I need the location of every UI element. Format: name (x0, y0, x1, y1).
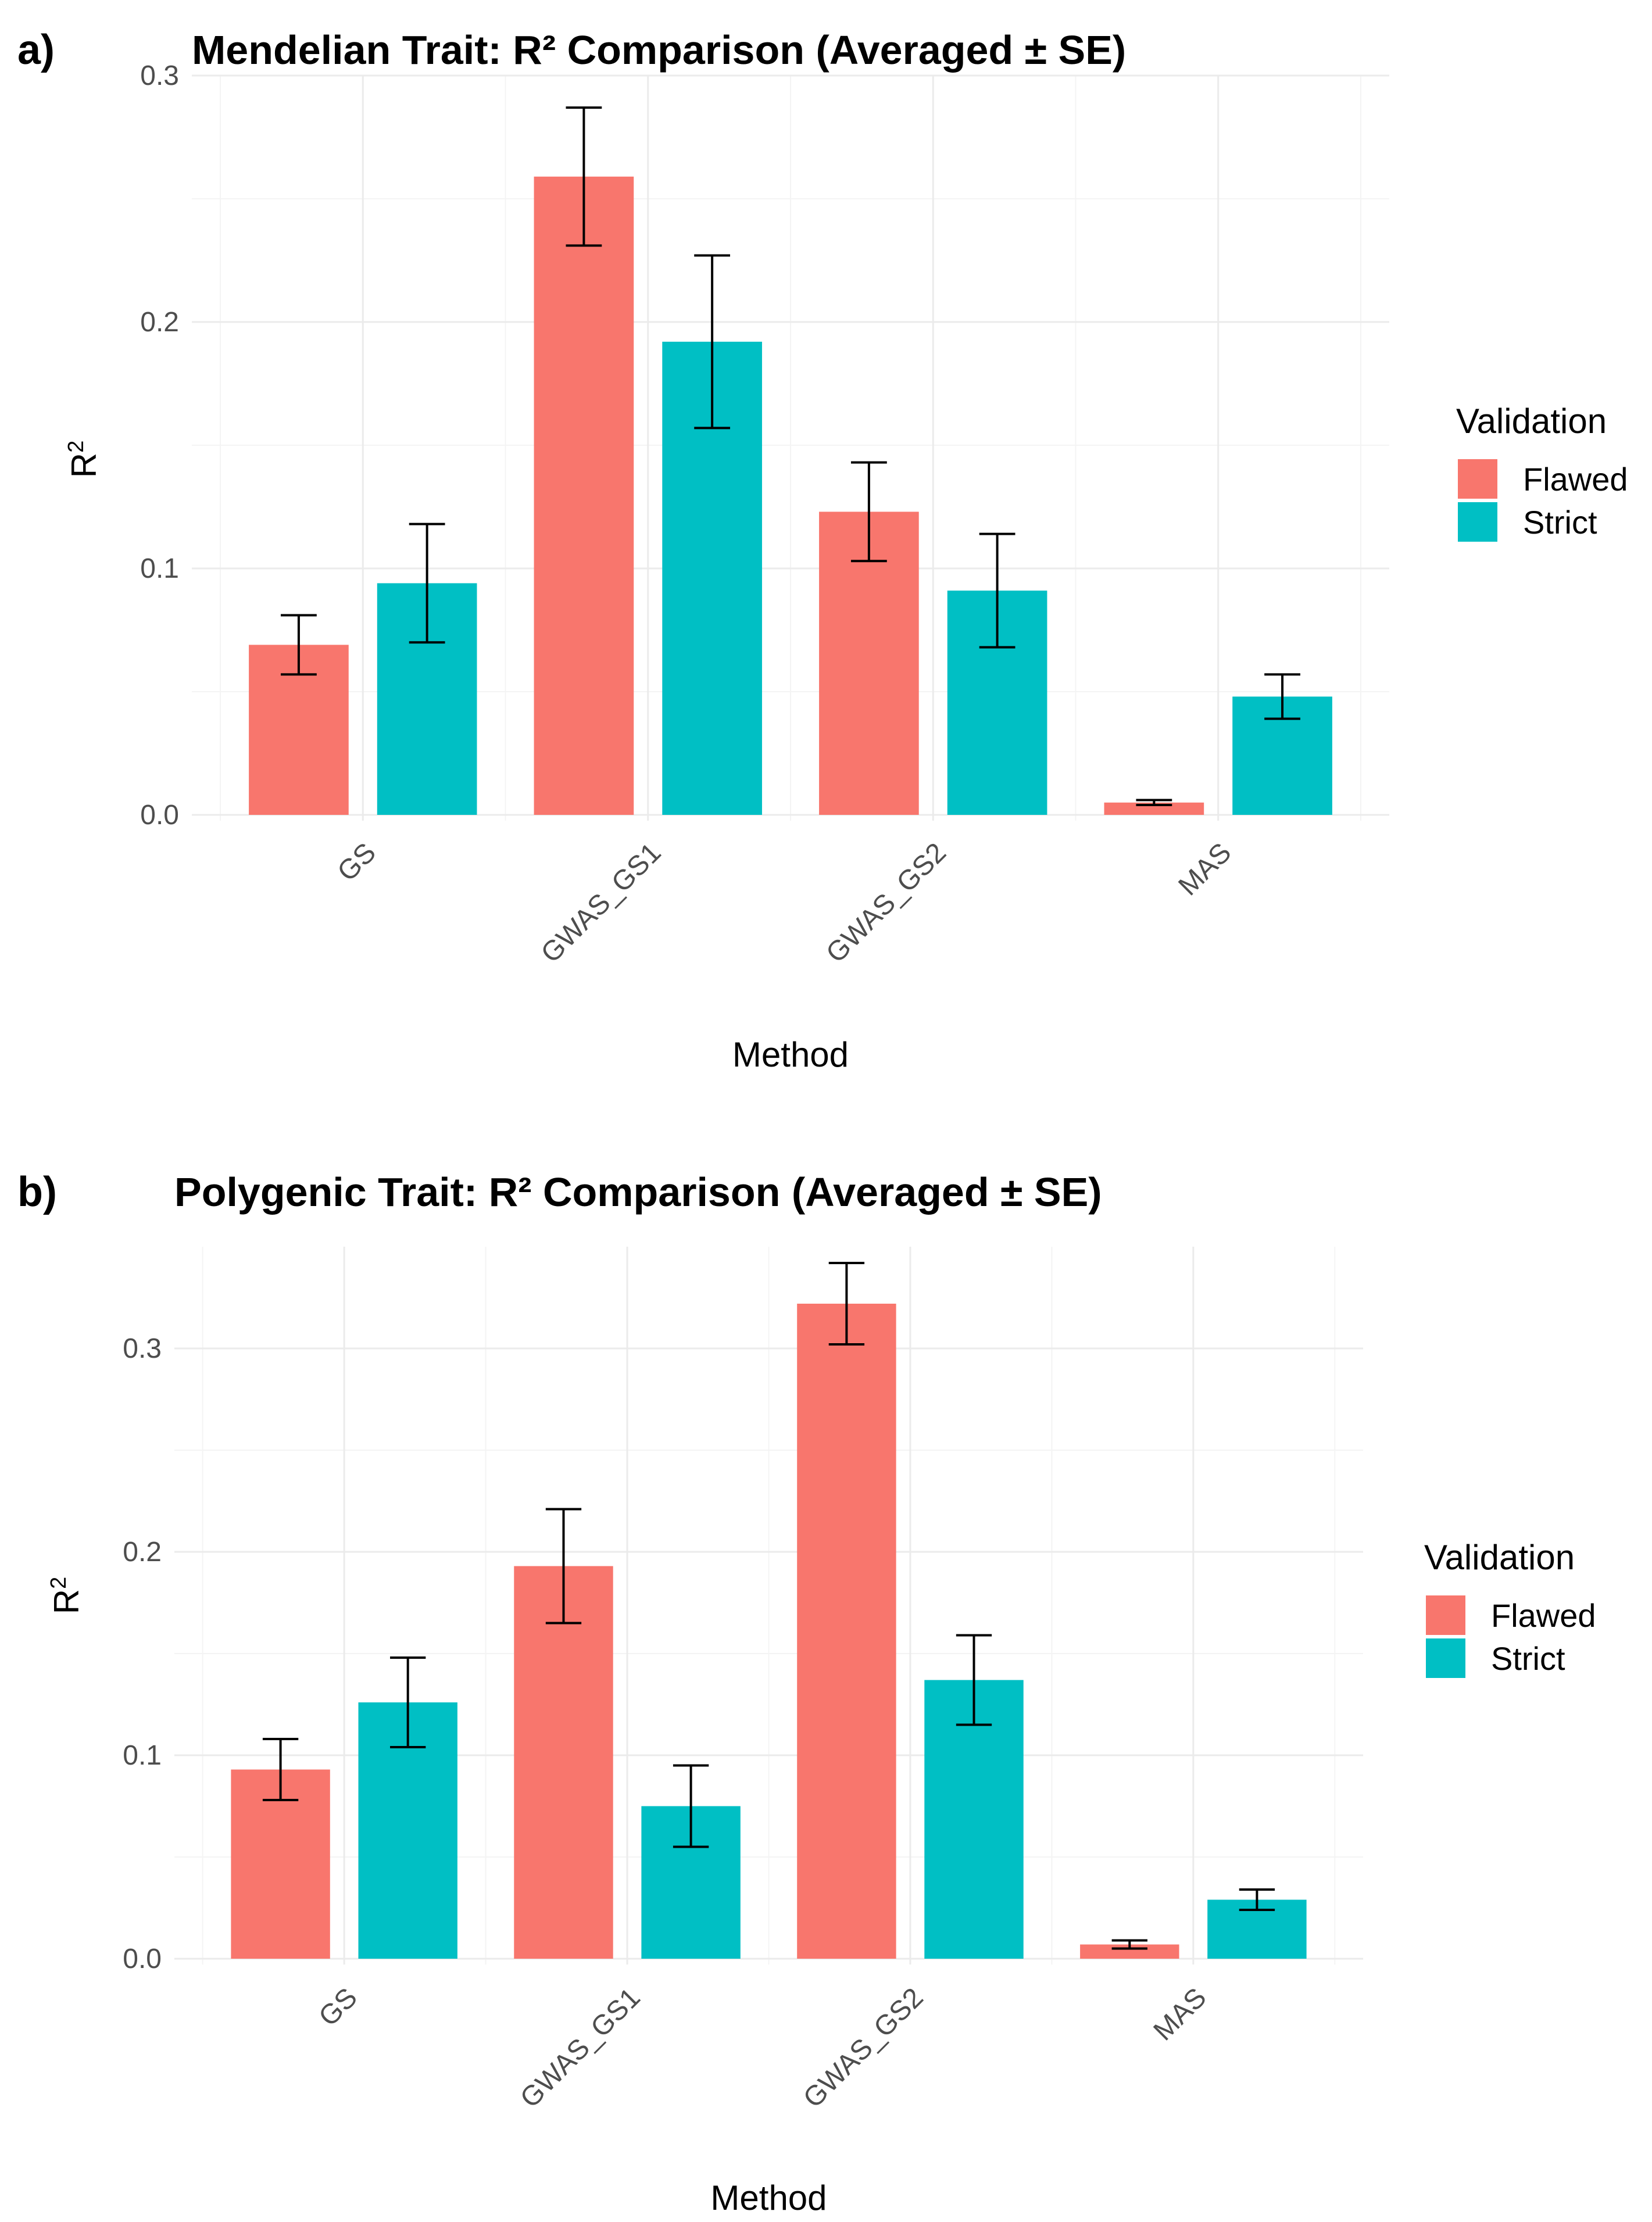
chart-panel-b: 0.0 0.1 0.2 0.3 GS GWAS_GS1 GWAS_GS2 MAS Method R… (17, 1169, 1596, 2217)
x-axis-label: Method (732, 1035, 849, 1074)
y-tick-label: 0.0 (123, 1944, 162, 1974)
chart-panel-a: 0.0 0.1 0.2 0.3 GS GWAS_GS1 GWAS_GS2 MAS Method R… (17, 27, 1628, 1074)
legend-label-strict: Strict (1523, 504, 1597, 541)
legend-title: Validation (1456, 402, 1607, 441)
error-bar-strict-gwas_gs2 (979, 532, 1015, 649)
error-bar-flawed-gwas_gs2 (850, 461, 887, 563)
panel-letter: a) (17, 27, 55, 73)
legend-label-strict: Strict (1491, 1640, 1565, 1677)
error-bar-flawed-gs (262, 1738, 299, 1801)
x-tick-label: GWAS_GS2 (820, 837, 952, 969)
error-bar-strict-gwas_gs1 (673, 1764, 709, 1848)
panel-letter: b) (17, 1169, 57, 1215)
legend-swatch-flawed (1426, 1595, 1465, 1635)
bar-flawed-gwas_gs1 (514, 1566, 613, 1959)
legend: Validation Flawed Strict (1456, 402, 1628, 542)
legend-swatch-flawed (1458, 459, 1497, 499)
x-tick-label: GS (332, 837, 382, 888)
error-bar-strict-gs (409, 523, 445, 644)
bar-flawed-gwas_gs2 (797, 1304, 896, 1959)
chart-title: Mendelian Trait: R² Comparison (Averaged… (192, 27, 1126, 73)
error-bar-strict-mas (1264, 673, 1300, 720)
x-tick-label: GS (313, 1982, 363, 2033)
legend-title: Validation (1424, 1538, 1575, 1577)
legend-swatch-strict (1458, 502, 1497, 542)
error-bar-strict-gwas_gs1 (694, 254, 731, 430)
error-bar-flawed-gwas_gs1 (545, 1508, 582, 1625)
y-tick-label: 0.3 (140, 60, 179, 91)
y-axis-label: R2 (64, 441, 103, 478)
bar-flawed-mas (1104, 802, 1204, 815)
x-tick-label: MAS (1148, 1982, 1213, 2046)
error-bar-strict-mas (1239, 1888, 1275, 1911)
error-bar-flawed-gwas_gs1 (566, 106, 602, 247)
chart-title: Polygenic Trait: R² Comparison (Averaged… (174, 1169, 1102, 1215)
y-tick-label: 0.0 (140, 800, 179, 831)
x-tick-label: GWAS_GS2 (798, 1982, 929, 2114)
legend-swatch-strict (1426, 1638, 1465, 1678)
error-bar-flawed-gwas_gs2 (828, 1262, 865, 1346)
y-tick-label: 0.3 (123, 1333, 162, 1364)
error-bar-flawed-mas (1136, 799, 1172, 807)
y-tick-label: 0.1 (123, 1740, 162, 1771)
bar-flawed-gwas_gs1 (534, 176, 634, 815)
error-bar-strict-gwas_gs2 (956, 1634, 992, 1726)
y-tick-label: 0.2 (123, 1537, 162, 1568)
y-axis-label: R2 (47, 1577, 86, 1614)
legend-label-flawed: Flawed (1523, 461, 1628, 498)
x-tick-label: GWAS_GS1 (514, 1982, 646, 2114)
y-tick-label: 0.2 (140, 307, 179, 338)
bar-flawed-gwas_gs2 (819, 511, 919, 815)
x-tick-label: GWAS_GS1 (535, 837, 667, 969)
y-tick-label: 0.1 (140, 553, 179, 584)
x-axis-label: Method (710, 2178, 827, 2217)
error-bar-flawed-gs (281, 614, 317, 676)
error-bar-flawed-mas (1111, 1939, 1147, 1950)
error-bar-strict-gs (390, 1656, 426, 1748)
legend-label-flawed: Flawed (1491, 1597, 1596, 1634)
bar-strict-gwas_gs2 (924, 1680, 1024, 1959)
x-tick-label: MAS (1172, 837, 1237, 901)
legend: Validation Flawed Strict (1424, 1538, 1596, 1678)
